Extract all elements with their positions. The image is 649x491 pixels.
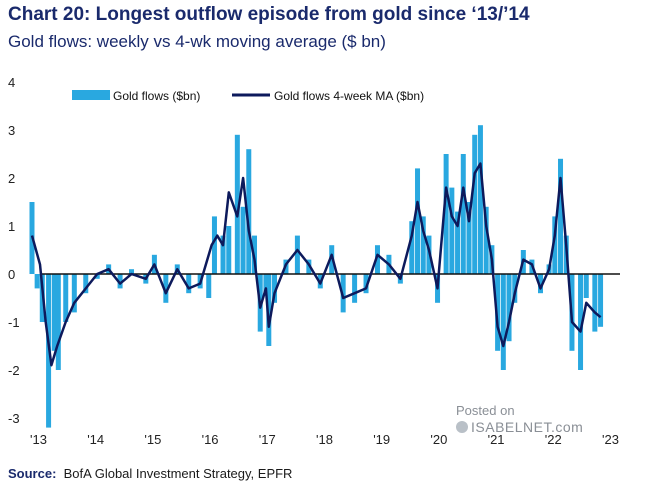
bar (206, 274, 212, 298)
bar (266, 274, 272, 346)
y-tick-label: 2 (8, 171, 15, 186)
y-tick-label: -3 (8, 411, 20, 426)
chart-title: Chart 20: Longest outflow episode from g… (8, 4, 530, 25)
source-text: BofA Global Investment Strategy, EPFR (63, 466, 293, 481)
y-tick-label: -1 (8, 315, 20, 330)
watermark: Posted on ISABELNET.com (456, 403, 583, 435)
bar (129, 269, 135, 274)
chart-subtitle: Gold flows: weekly vs 4-wk moving averag… (8, 32, 386, 51)
x-tick-label: '22 (545, 432, 562, 447)
bar (500, 274, 506, 370)
watermark-line1: Posted on (456, 403, 515, 418)
ma-line (30, 162, 602, 367)
x-tick-label: '17 (259, 432, 276, 447)
bar (449, 187, 455, 274)
bar (263, 274, 269, 294)
watermark-brand: ISABELNET.com (456, 419, 583, 435)
bar (466, 202, 472, 274)
bar (538, 274, 543, 294)
bar (246, 149, 252, 274)
bar (117, 274, 123, 289)
bar (598, 274, 604, 327)
x-tick-label: '21 (488, 432, 505, 447)
bar (83, 274, 89, 294)
bar (220, 235, 226, 274)
legend-line-label: Gold flows 4-week MA ($bn) (274, 89, 424, 103)
y-tick-label: 0 (8, 267, 15, 282)
bar (186, 274, 192, 294)
x-tick-label: '15 (144, 432, 161, 447)
bar (71, 274, 77, 313)
bar (552, 216, 558, 274)
y-tick-label: 4 (8, 75, 15, 90)
y-tick-label: -2 (8, 363, 20, 378)
legend-bar-swatch (72, 90, 110, 100)
bar (477, 125, 483, 274)
x-tick-label: '20 (430, 432, 447, 447)
legend-bar-label: Gold flows ($bn) (113, 89, 200, 103)
y-tick-label: 1 (8, 219, 15, 234)
bar (578, 274, 584, 370)
bar (352, 274, 358, 303)
y-tick-label: 3 (8, 123, 15, 138)
bar (443, 154, 449, 274)
source-label: Source: (8, 466, 57, 481)
bar (226, 226, 232, 274)
plot-layer: -3 -2 -1 0 1 2 3 4 '13 '14 '15 '16 '17 '18 '19 '20 '21 '2… (8, 75, 620, 447)
bar (34, 274, 40, 289)
bar (455, 211, 461, 274)
bar (415, 168, 421, 274)
bar (409, 221, 415, 274)
bar (234, 134, 240, 274)
bar (483, 206, 489, 274)
legend: Gold flows ($bn) Gold flows 4-week MA ($… (72, 89, 424, 103)
bar (240, 206, 246, 274)
bar (94, 274, 100, 279)
bar (272, 274, 278, 303)
bar (363, 274, 369, 294)
x-tick-label: '14 (87, 432, 104, 447)
bar (51, 274, 57, 351)
bar (506, 274, 512, 342)
bar (374, 245, 380, 274)
bar (294, 235, 300, 274)
bar (592, 274, 598, 332)
x-tick-label: '19 (373, 432, 390, 447)
bar (63, 274, 69, 322)
bar (163, 274, 169, 303)
globe-icon (456, 421, 468, 433)
bar (472, 134, 478, 274)
bar (211, 216, 217, 274)
source-note: Source: BofA Global Investment Strategy,… (8, 466, 292, 481)
bar (583, 274, 589, 298)
watermark-line2: ISABELNET.com (471, 419, 584, 435)
x-tick-label: '13 (30, 432, 47, 447)
x-tick-label: '18 (316, 432, 333, 447)
x-tick-label: '16 (202, 432, 219, 447)
bar (420, 216, 426, 274)
bar (460, 154, 466, 274)
bar (558, 158, 564, 274)
bar (55, 274, 61, 370)
x-tick-label: '23 (602, 432, 619, 447)
